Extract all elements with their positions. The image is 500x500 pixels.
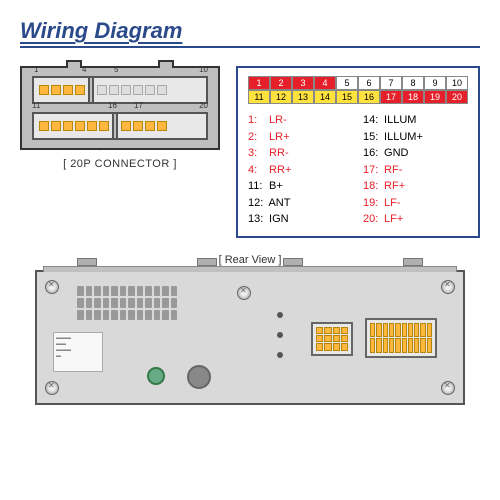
- pin-label: 4: [82, 65, 86, 74]
- legend-row: 13: IGN: [248, 211, 353, 228]
- pin-header-cell: 14: [314, 90, 336, 104]
- spec-label: ▬▬▬▬▬▬▬▬▬: [53, 332, 103, 372]
- vent-grille: [77, 286, 177, 320]
- pin-header-cell: 13: [292, 90, 314, 104]
- screw-icon: [45, 381, 59, 395]
- pin-label: 16: [108, 101, 117, 110]
- legend-row: 15: ILLUM+: [363, 129, 468, 146]
- pin-header-cell: 12: [270, 90, 292, 104]
- rear-view-caption: [ Rear View ]: [0, 254, 500, 266]
- rear-view-diagram: ▬▬▬▬▬▬▬▬▬: [35, 270, 465, 405]
- pin-header-cell: 9: [424, 76, 446, 90]
- pin-header-cell: 1: [248, 76, 270, 90]
- legend-row: 11: B+: [248, 178, 353, 195]
- pin-header-cell: 4: [314, 76, 336, 90]
- pin-legend: 1: LR-2: LR+3: RR-4: RR+11: B+12: ANT13:…: [248, 112, 468, 228]
- pin-header-grid: 12345678910 11121314151617181920: [248, 76, 468, 104]
- legend-row: 14: ILLUM: [363, 112, 468, 129]
- pin-header-cell: 10: [446, 76, 468, 90]
- hole-icon: [277, 312, 283, 318]
- connector-row-bottom: [32, 112, 208, 140]
- hole-icon: [277, 332, 283, 338]
- port-round-icon: [187, 365, 211, 389]
- pin-header-cell: 20: [446, 90, 468, 104]
- port-round-icon: [147, 367, 165, 385]
- legend-row: 4: RR+: [248, 162, 353, 179]
- pin-header-cell: 2: [270, 76, 292, 90]
- pin-label: 20: [199, 101, 208, 110]
- port-connector: [311, 322, 353, 356]
- connector-diagram: 1 4 5 10 11 16 17 20 [ 20P CONNECTOR ]: [20, 66, 220, 238]
- legend-row: 12: ANT: [248, 195, 353, 212]
- pin-header-cell: 15: [336, 90, 358, 104]
- pin-label: 17: [134, 101, 143, 110]
- pin-header-cell: 6: [358, 76, 380, 90]
- legend-row: 3: RR-: [248, 145, 353, 162]
- legend-row: 20: LF+: [363, 211, 468, 228]
- pin-header-cell: 18: [402, 90, 424, 104]
- pin-header-cell: 8: [402, 76, 424, 90]
- legend-row: 2: LR+: [248, 129, 353, 146]
- connector-caption: [ 20P CONNECTOR ]: [20, 158, 220, 170]
- connector-row-top: [32, 76, 208, 104]
- title-bar: Wiring Diagram: [0, 0, 500, 54]
- pin-header-cell: 19: [424, 90, 446, 104]
- legend-row: 18: RF+: [363, 178, 468, 195]
- pin-label: 11: [32, 101, 40, 110]
- legend-row: 19: LF-: [363, 195, 468, 212]
- legend-row: 1: LR-: [248, 112, 353, 129]
- pin-header-cell: 5: [336, 76, 358, 90]
- screw-icon: [441, 381, 455, 395]
- pin-header-cell: 17: [380, 90, 402, 104]
- pin-label: 10: [199, 65, 208, 74]
- pin-table-panel: 12345678910 11121314151617181920 1: LR-2:…: [236, 66, 480, 238]
- screw-icon: [45, 280, 59, 294]
- pin-label: 1: [34, 65, 38, 74]
- pin-header-cell: 11: [248, 90, 270, 104]
- page-title: Wiring Diagram: [20, 18, 480, 48]
- port-20p-connector: [365, 318, 437, 358]
- pin-header-cell: 3: [292, 76, 314, 90]
- hole-icon: [277, 352, 283, 358]
- screw-icon: [237, 286, 251, 300]
- legend-row: 16: GND: [363, 145, 468, 162]
- screw-icon: [441, 280, 455, 294]
- pin-header-cell: 7: [380, 76, 402, 90]
- pin-header-cell: 16: [358, 90, 380, 104]
- pin-label: 5: [114, 65, 118, 74]
- legend-row: 17: RF-: [363, 162, 468, 179]
